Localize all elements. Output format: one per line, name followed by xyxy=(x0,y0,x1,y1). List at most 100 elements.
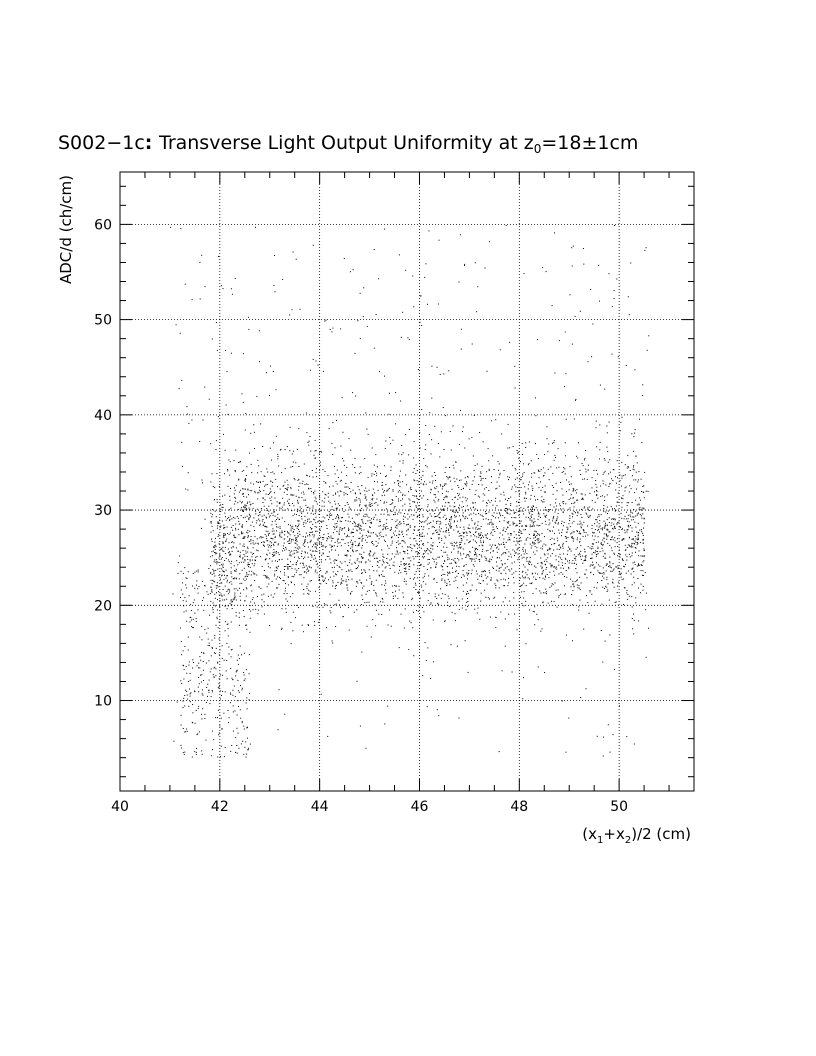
data-point xyxy=(576,499,578,501)
data-point xyxy=(425,520,427,522)
data-point xyxy=(611,571,613,572)
data-point xyxy=(414,525,416,527)
data-point xyxy=(560,482,562,483)
data-point xyxy=(459,497,461,499)
data-point xyxy=(489,544,491,546)
data-point xyxy=(319,542,320,544)
data-point xyxy=(616,542,618,544)
data-point xyxy=(376,498,378,500)
data-point xyxy=(486,370,488,372)
data-point xyxy=(223,536,225,538)
data-point xyxy=(580,533,582,535)
data-point xyxy=(518,510,520,512)
data-point xyxy=(279,527,281,529)
data-point xyxy=(611,581,613,583)
data-point xyxy=(553,506,555,508)
data-point xyxy=(273,511,275,513)
data-point xyxy=(636,565,638,567)
data-point xyxy=(452,510,454,512)
data-point xyxy=(589,492,591,494)
data-point xyxy=(371,498,373,500)
data-point xyxy=(449,527,451,529)
data-point xyxy=(462,531,464,533)
data-point xyxy=(182,572,184,574)
data-point xyxy=(636,542,638,543)
data-point xyxy=(327,496,329,498)
data-point xyxy=(183,668,185,670)
data-point xyxy=(308,488,310,490)
data-point xyxy=(393,534,395,536)
data-point xyxy=(238,658,240,660)
data-point xyxy=(276,570,277,571)
data-point xyxy=(268,510,270,512)
data-point xyxy=(453,506,455,508)
data-point xyxy=(351,563,353,565)
data-point xyxy=(385,589,386,591)
data-point xyxy=(437,533,439,535)
data-point xyxy=(367,530,369,532)
data-point xyxy=(244,600,246,602)
data-point xyxy=(290,528,292,530)
data-point xyxy=(625,563,626,565)
data-point xyxy=(525,539,527,541)
data-point xyxy=(585,532,587,534)
data-point xyxy=(405,583,407,585)
data-point xyxy=(326,571,328,573)
data-point xyxy=(242,557,244,559)
data-point xyxy=(566,526,568,528)
data-point xyxy=(600,542,602,544)
data-point xyxy=(221,558,222,560)
data-point xyxy=(438,516,440,518)
data-point xyxy=(499,512,500,514)
data-point xyxy=(439,542,441,543)
data-point xyxy=(387,490,389,492)
data-point xyxy=(553,600,555,602)
data-point xyxy=(621,475,623,477)
data-point xyxy=(615,489,617,491)
data-point xyxy=(634,536,636,537)
data-point xyxy=(222,690,224,692)
data-point xyxy=(302,567,304,569)
data-point xyxy=(449,480,451,482)
data-point xyxy=(380,574,382,576)
data-point xyxy=(592,547,594,549)
data-point xyxy=(296,539,298,541)
data-point xyxy=(283,542,285,544)
data-point xyxy=(212,609,214,610)
data-point xyxy=(552,584,554,586)
data-point xyxy=(537,518,539,520)
data-point xyxy=(255,510,257,512)
data-point xyxy=(454,561,456,563)
data-point xyxy=(627,455,629,457)
data-point xyxy=(421,535,423,537)
data-point xyxy=(211,551,213,553)
data-point xyxy=(533,543,535,545)
data-point xyxy=(240,515,242,517)
data-point xyxy=(314,439,316,441)
data-point xyxy=(170,226,172,228)
data-point xyxy=(610,570,612,572)
data-point xyxy=(550,566,552,568)
data-point xyxy=(242,353,244,355)
data-point xyxy=(262,524,264,526)
data-point xyxy=(225,540,227,542)
data-point xyxy=(275,435,277,437)
data-point xyxy=(301,492,303,494)
data-point xyxy=(374,492,375,494)
data-point xyxy=(217,756,219,758)
data-point xyxy=(305,552,306,554)
data-point xyxy=(612,578,614,580)
data-point xyxy=(499,537,500,539)
data-point xyxy=(596,554,598,555)
data-point xyxy=(225,349,227,351)
data-point xyxy=(283,548,285,549)
data-point xyxy=(378,538,380,540)
data-point xyxy=(454,497,456,499)
data-point xyxy=(241,509,243,511)
data-point xyxy=(427,510,429,512)
data-point xyxy=(401,546,403,548)
data-point xyxy=(528,462,530,464)
data-point xyxy=(369,550,371,552)
data-point xyxy=(404,552,406,554)
data-point xyxy=(617,477,619,479)
